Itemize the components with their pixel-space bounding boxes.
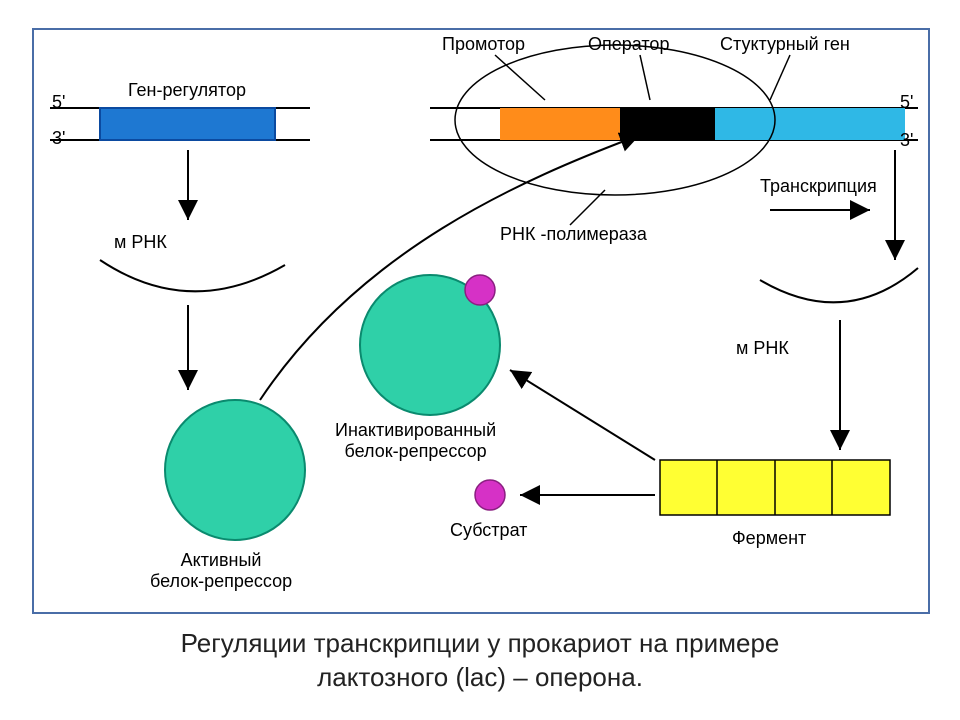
- leader-operator: [640, 55, 650, 100]
- arrow-enzyme-to-inactive: [510, 370, 655, 460]
- label-enzyme: Фермент: [732, 528, 806, 549]
- leader-promoter: [495, 55, 545, 100]
- structural-block: [715, 108, 905, 140]
- label-polymerase: РНК -полимераза: [500, 224, 647, 245]
- label-promoter: Промотор: [442, 34, 525, 55]
- label-substrate: Субстрат: [450, 520, 527, 541]
- label-3prime-l1: 3': [52, 128, 65, 149]
- substrate-bound: [465, 275, 495, 305]
- label-structural: Стуктурный ген: [720, 34, 850, 55]
- caption-line-1: Регуляции транскрипции у прокариот на пр…: [0, 628, 960, 659]
- substrate-free: [475, 480, 505, 510]
- label-mrna-left: м РНК: [114, 232, 167, 253]
- label-inactive: Инактивированный белок-репрессор: [335, 420, 496, 462]
- diagram-svg: [0, 0, 960, 720]
- mrna-left-curve: [100, 260, 285, 291]
- caption-line-2: лактозного (lac) – оперона.: [0, 662, 960, 693]
- label-active: Активный белок-репрессор: [150, 550, 292, 592]
- active-repressor: [165, 400, 305, 540]
- label-3prime-r: 3': [900, 130, 913, 151]
- label-operator: Оператор: [588, 34, 669, 55]
- label-regulator: Ген-регулятор: [128, 80, 246, 101]
- leader-structural: [770, 55, 790, 100]
- label-mrna-right: м РНК: [736, 338, 789, 359]
- label-transcription: Транскрипция: [760, 176, 877, 197]
- leader-polymerase: [570, 190, 605, 225]
- mrna-right-curve: [760, 268, 918, 302]
- label-5prime-l1: 5': [52, 92, 65, 113]
- label-5prime-r: 5': [900, 92, 913, 113]
- promoter-block: [500, 108, 620, 140]
- regulator-gene: [100, 108, 275, 140]
- operator-block: [620, 108, 715, 140]
